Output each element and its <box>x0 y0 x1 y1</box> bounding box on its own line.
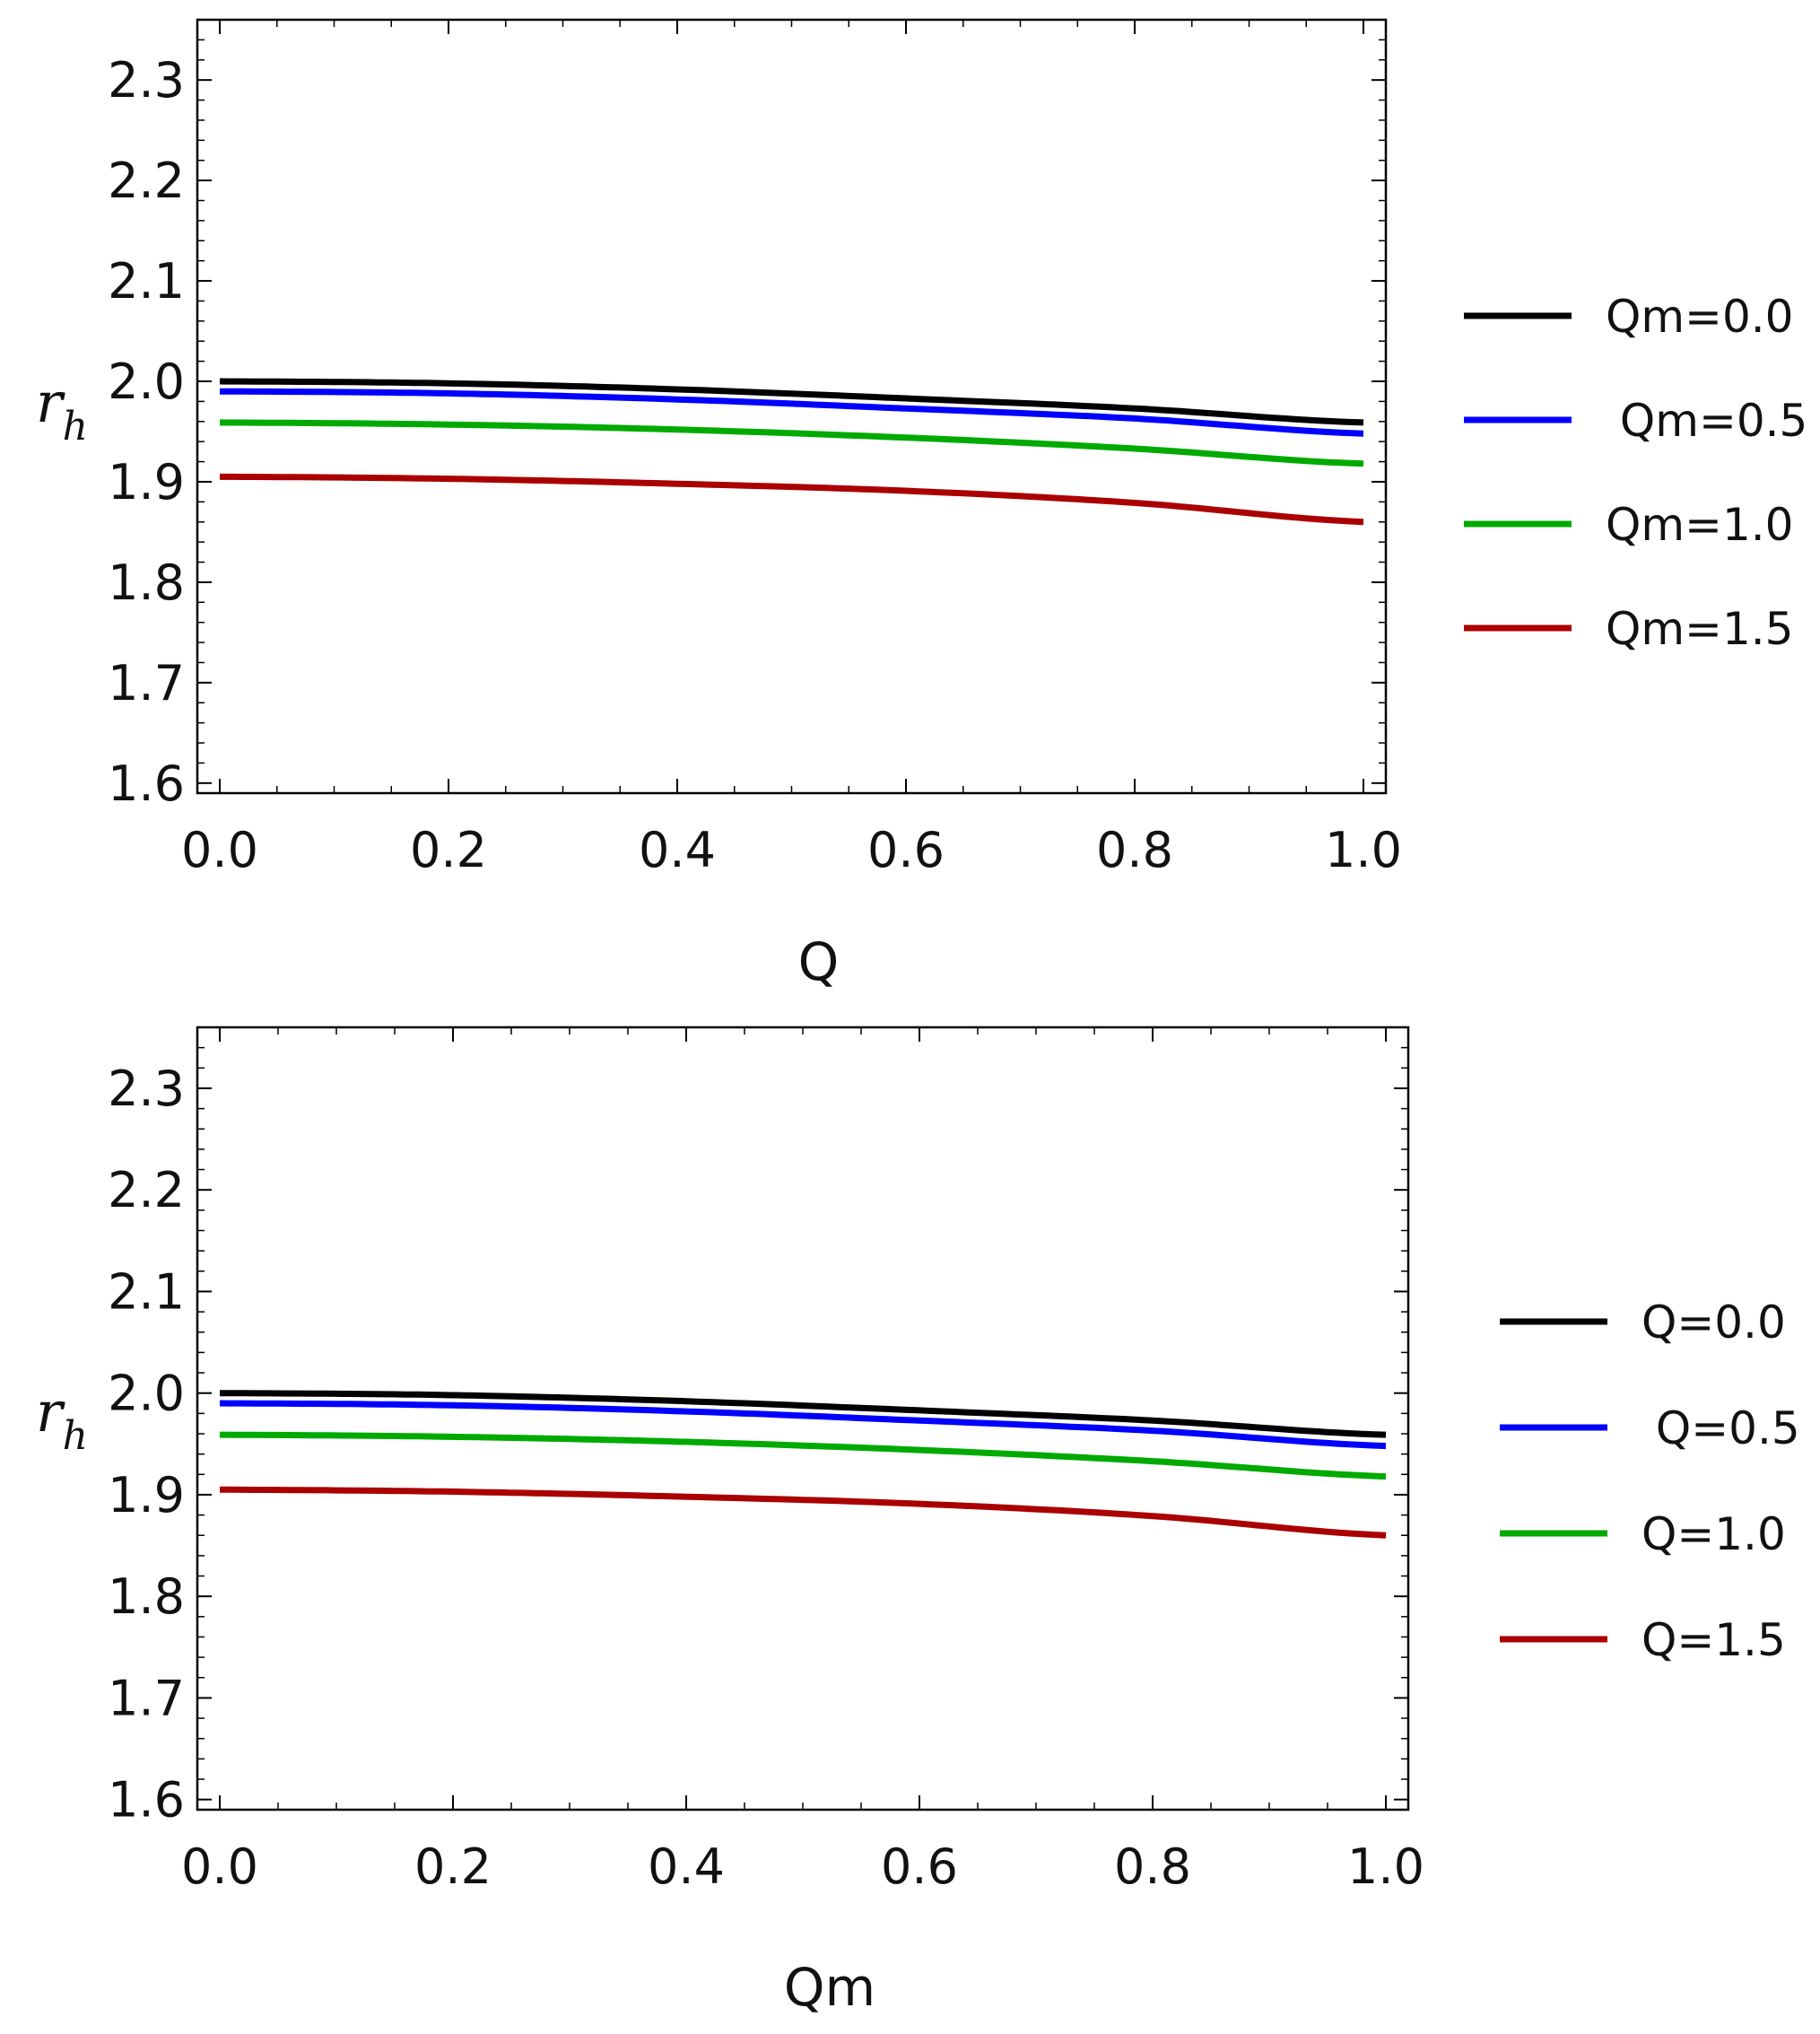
legend-label-4: Q=1.5 <box>1641 1614 1786 1666</box>
legend-label-2: Qm=0.5 <box>1606 395 1807 447</box>
y-tick-label: 2.0 <box>108 354 185 410</box>
y-tick-label: 2.2 <box>108 153 185 209</box>
y-tick-label: 1.9 <box>108 1467 185 1523</box>
y-axis-label-subscript: h <box>63 404 88 450</box>
series-line-3 <box>219 419 1364 467</box>
chart-1: 0.0 0.2 0.4 0.6 0.8 1.0 1.6 1.7 1.8 1.9 2.0 2.1 2.2 2… <box>36 18 1807 992</box>
y-axis-label-subscript: h <box>63 1413 88 1459</box>
x-tick-label: 0.6 <box>867 822 945 878</box>
series-line-1 <box>219 378 1364 426</box>
legend-label-3: Q=1.0 <box>1641 1508 1786 1560</box>
x-tick-label: 0.8 <box>1114 1838 1191 1895</box>
series-line-2 <box>219 1400 1387 1450</box>
y-tick-label: 1.6 <box>108 1772 185 1829</box>
y-tick-label: 2.1 <box>108 1263 185 1320</box>
y-tick-label: 1.9 <box>108 454 185 511</box>
y-axis-label: rh <box>36 1379 88 1459</box>
y-tick-label: 1.7 <box>108 655 185 711</box>
y-tick-label: 1.8 <box>108 1568 185 1625</box>
legend-label-1: Qm=0.0 <box>1606 291 1793 343</box>
legend-label-4: Qm=1.5 <box>1606 603 1793 655</box>
series-line-3 <box>219 1431 1387 1480</box>
series-line-4 <box>220 473 1364 526</box>
y-tick-label: 2.0 <box>108 1366 185 1422</box>
x-tick-label: 1.0 <box>1325 822 1402 878</box>
x-tick-label: 0.8 <box>1096 822 1173 878</box>
x-axis-label: Qm <box>784 1957 875 2018</box>
y-tick-label: 2.2 <box>108 1162 185 1218</box>
legend-label-1: Q=0.0 <box>1641 1296 1786 1349</box>
legend-label-3: Qm=1.0 <box>1606 499 1793 551</box>
y-tick-label: 2.3 <box>108 52 185 109</box>
x-axis-label: Q <box>798 931 840 992</box>
x-tick-label: 1.0 <box>1347 1838 1424 1895</box>
y-tick-label: 2.1 <box>108 253 185 310</box>
y-axis-label-base: r <box>36 1379 65 1445</box>
x-tick-label: 0.4 <box>648 1838 725 1895</box>
y-tick-label: 1.7 <box>108 1670 185 1726</box>
x-tick-label: 0.6 <box>881 1838 958 1895</box>
series-line-4 <box>220 1486 1387 1539</box>
y-tick-label: 1.8 <box>108 554 185 611</box>
legend-label-2: Q=0.5 <box>1641 1402 1800 1454</box>
y-axis-label-base: r <box>36 370 65 435</box>
x-tick-label: 0.2 <box>410 822 487 878</box>
x-tick-label: 0.2 <box>414 1838 492 1895</box>
x-tick-label: 0.4 <box>639 822 716 878</box>
series-line-1 <box>220 1390 1387 1438</box>
chart-2: 0.0 0.2 0.4 0.6 0.8 1.0 1.6 1.7 1.8 1.9 2.0 2.1 2.2 2… <box>36 1026 1800 2018</box>
x-tick-label: 0.0 <box>181 822 258 878</box>
y-tick-label: 1.6 <box>108 755 185 812</box>
y-axis-label: rh <box>36 370 88 450</box>
x-tick-label: 0.0 <box>181 1838 258 1895</box>
series-line-2 <box>219 388 1364 437</box>
y-tick-label: 2.3 <box>108 1061 185 1117</box>
